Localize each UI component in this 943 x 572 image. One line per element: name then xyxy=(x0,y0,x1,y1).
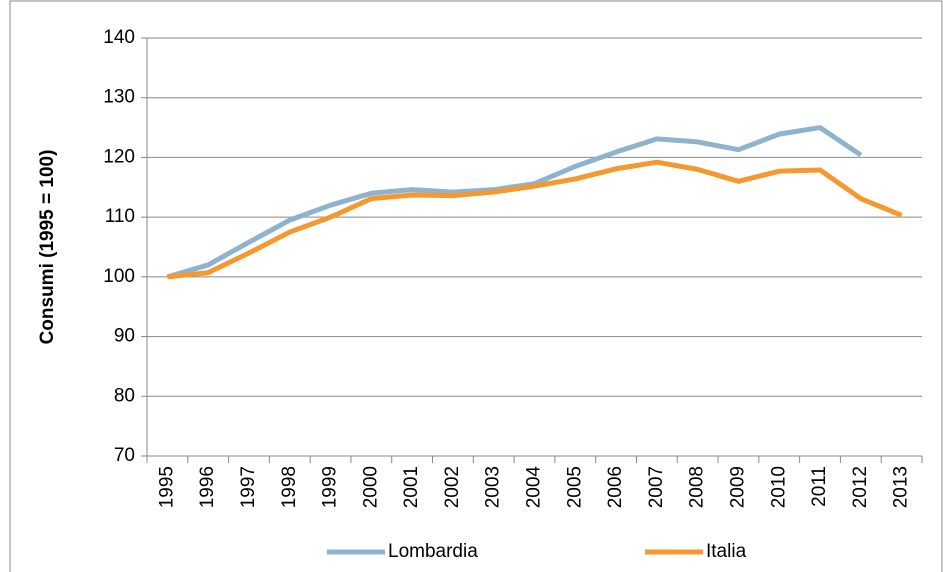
x-tick-label: 1995 xyxy=(156,466,177,508)
x-tick-label: 2008 xyxy=(687,466,708,508)
chart-frame xyxy=(9,0,943,572)
x-tick-label: 2006 xyxy=(605,466,626,508)
x-tick-label: 2004 xyxy=(524,466,545,509)
x-tick-label: 2002 xyxy=(442,466,463,508)
x-tick-label: 2010 xyxy=(768,466,789,508)
x-tick-label: 2003 xyxy=(483,466,504,508)
legend-label: Italia xyxy=(706,541,747,562)
legend-label: Lombardia xyxy=(388,541,478,562)
x-tick-label: 2012 xyxy=(850,466,871,508)
line-series xyxy=(167,159,903,280)
y-tick-label: 100 xyxy=(103,266,135,287)
x-tick-label: 2009 xyxy=(727,466,748,508)
x-tick-label: 2001 xyxy=(401,466,422,508)
y-tick-label: 90 xyxy=(114,326,135,347)
y-axis-label: Consumi (1995 = 100) xyxy=(37,150,58,345)
x-tick-label: 1999 xyxy=(320,466,341,508)
x-tick-label: 2005 xyxy=(564,466,585,508)
x-tick-label: 1998 xyxy=(279,466,300,508)
x-tick-label: 2011 xyxy=(809,466,830,507)
x-tick-label: 2007 xyxy=(646,466,667,508)
y-tick-label: 120 xyxy=(103,146,135,167)
y-tick-label: 130 xyxy=(103,87,135,108)
y-tick-label: 140 xyxy=(103,27,135,48)
x-tick-label: 2000 xyxy=(360,466,381,508)
y-tick-label: 80 xyxy=(114,385,135,406)
x-tick-label: 1996 xyxy=(197,466,218,508)
x-tick-label: 2013 xyxy=(891,466,912,508)
y-tick-label: 70 xyxy=(114,445,135,466)
x-tick-label: 1997 xyxy=(238,466,259,508)
y-tick-label: 110 xyxy=(105,206,135,227)
